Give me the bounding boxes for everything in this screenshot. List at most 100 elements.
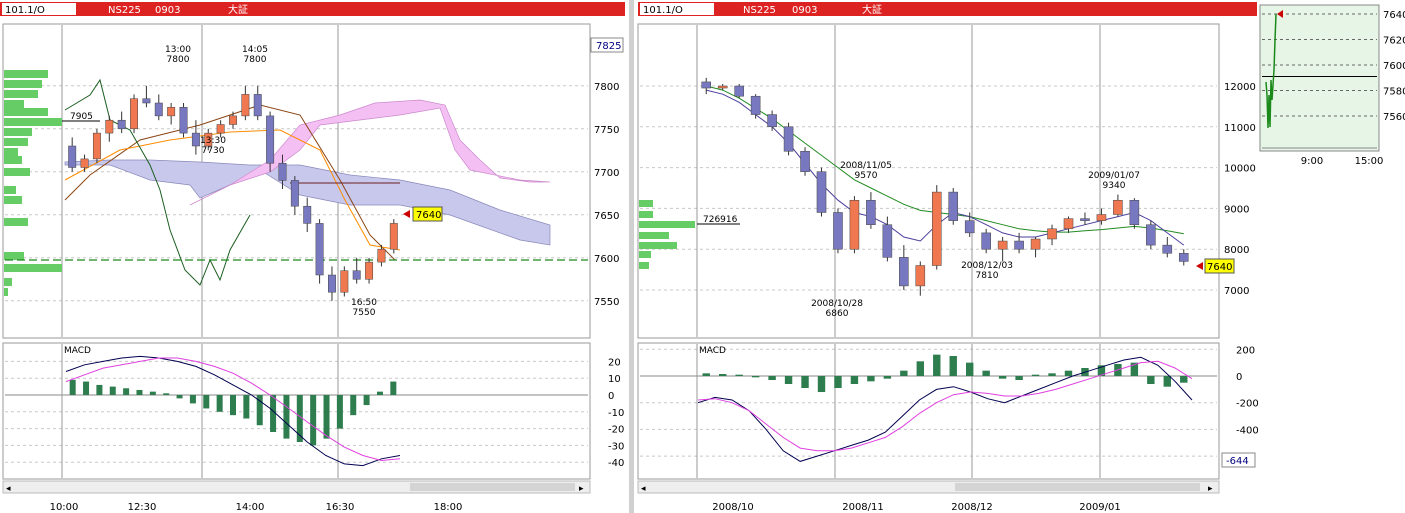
ichimoku-cloud-upper <box>189 99 551 206</box>
right-signal-line <box>697 360 1193 452</box>
price-annotation-value: 6860 <box>826 309 849 319</box>
macd-tick-label: 0 <box>1236 372 1242 383</box>
left-contract: 0903 <box>155 5 180 16</box>
left-code-box[interactable] <box>2 3 76 15</box>
volume-profile-bar <box>639 221 695 228</box>
left-scroll-thumb[interactable] <box>410 483 575 491</box>
left-scroll-left-arrow[interactable]: ◂ <box>6 484 11 494</box>
price-tick-label: 7700 <box>594 168 619 179</box>
mini-intraday-window[interactable]: 7640 7620 7600 7580 7560 9:00 15:00 <box>1259 4 1405 167</box>
intraday-candle <box>229 115 237 125</box>
daily-candle <box>931 191 942 266</box>
macd-tick-label: 10 <box>608 374 621 385</box>
last-price-text: 7640 <box>416 210 441 221</box>
price-annotation-time: 13:30 <box>200 136 226 146</box>
time-tick-label: 10:00 <box>50 502 79 513</box>
left-macd-pane[interactable] <box>2 342 591 480</box>
time-tick-label: 12:30 <box>128 502 157 513</box>
window-splitter[interactable] <box>629 0 634 513</box>
right-code-box[interactable] <box>640 3 714 15</box>
last-price-arrow <box>403 210 410 218</box>
date-tick-label: 2008/11 <box>842 502 884 513</box>
volume-profile-bar <box>4 264 62 272</box>
daily-candle <box>981 232 991 250</box>
price-tick-label: 8000 <box>1224 245 1249 256</box>
volume-profile-bar <box>639 200 653 207</box>
time-tick-label: 16:30 <box>326 502 355 513</box>
volume-profile-bar <box>4 168 30 176</box>
right-symbol: NS225 <box>743 5 776 16</box>
daily-candle <box>1178 253 1189 262</box>
volume-profile-bar <box>4 138 28 146</box>
daily-candle <box>701 81 712 89</box>
right-price-pane[interactable] <box>637 23 1220 339</box>
daily-candle <box>1047 228 1057 240</box>
daily-candle <box>1014 240 1024 250</box>
left-time-axis: 10:00 12:30 14:00 16:30 18:00 <box>50 502 463 513</box>
intraday-candle <box>389 223 398 250</box>
price-annotation-value: 9340 <box>1103 181 1126 191</box>
time-tick-label: 18:00 <box>434 502 463 513</box>
intraday-candle <box>278 162 287 181</box>
right-contract: 0903 <box>792 5 817 16</box>
right-scroll-left-arrow[interactable]: ◂ <box>641 484 646 494</box>
price-annotation-time: 16:50 <box>351 298 377 308</box>
volume-profile-bar <box>639 211 653 218</box>
intraday-candle <box>377 248 386 263</box>
daily-candle <box>849 199 860 250</box>
price-annotation-date: 2008/12/03 <box>961 261 1013 271</box>
volume-profile-bar <box>4 218 28 226</box>
macd-tick-label: -400 <box>1236 425 1259 436</box>
volume-profile-bar <box>639 232 669 239</box>
left-ref-label: 7905 <box>70 112 93 122</box>
price-tick-label: 12000 <box>1224 82 1256 93</box>
daily-candle <box>800 151 810 172</box>
left-top-price-text: 7825 <box>596 41 621 52</box>
right-scroll-right-arrow[interactable]: ▸ <box>1208 484 1213 494</box>
right-price-plot: 12000 11000 10000 9000 8000 7000 2008/11/05957… <box>639 25 1256 337</box>
intraday-candle <box>365 261 374 280</box>
daily-candle <box>997 240 1008 250</box>
daily-candle <box>1162 244 1173 254</box>
daily-candle <box>767 114 777 128</box>
daily-candle <box>882 224 893 258</box>
volume-profile-bar <box>4 128 32 136</box>
right-scroll-thumb[interactable] <box>955 483 1200 491</box>
price-tick-label: 9000 <box>1224 204 1249 215</box>
left-macd-plot: 20 10 0 -10 -20 -30 -40 <box>5 344 624 478</box>
intraday-candle <box>191 132 200 147</box>
daily-candle <box>717 85 728 89</box>
daily-candle <box>866 199 876 225</box>
right-ref-label: 726916 <box>703 215 738 225</box>
macd-tick-label: -30 <box>608 441 624 452</box>
daily-candle <box>1113 199 1123 215</box>
date-tick-label: 2009/01 <box>1079 502 1121 513</box>
mini-plot: 7640 7620 7600 7580 7560 9:00 15:00 <box>1262 10 1405 167</box>
mini-tick-label: 7580 <box>1383 87 1405 98</box>
daily-candle <box>964 220 975 234</box>
right-macd-last-text: -644 <box>1226 456 1249 467</box>
ichimoku-cloud-lower <box>64 159 551 246</box>
intraday-candle <box>315 223 324 276</box>
mini-price-line <box>1265 13 1277 129</box>
date-tick-label: 2008/10 <box>712 502 754 513</box>
intraday-candle <box>290 180 299 207</box>
daily-candle <box>915 265 926 287</box>
intraday-candle <box>68 145 77 168</box>
volume-profile-bar <box>4 252 24 260</box>
intraday-candle <box>80 158 89 168</box>
left-macd-label: MACD <box>64 346 91 356</box>
last-price-arrow <box>1196 262 1203 270</box>
daily-candle <box>750 95 761 115</box>
intraday-candle <box>216 124 225 134</box>
left-scroll-right-arrow[interactable]: ▸ <box>579 484 584 494</box>
volume-profile-bar <box>4 118 62 126</box>
macd-tick-label: -20 <box>608 425 624 436</box>
last-price-tag <box>1204 258 1235 274</box>
volume-profile-bar <box>4 156 22 164</box>
left-chart-window: 101.1/O NS225 0903 大証 7800 7750 7700 7650 76… <box>0 0 631 513</box>
mini-time-tick-label: 9:00 <box>1301 156 1323 167</box>
mini-tick-label: 7640 <box>1383 10 1405 21</box>
price-tick-label: 10000 <box>1224 164 1256 175</box>
